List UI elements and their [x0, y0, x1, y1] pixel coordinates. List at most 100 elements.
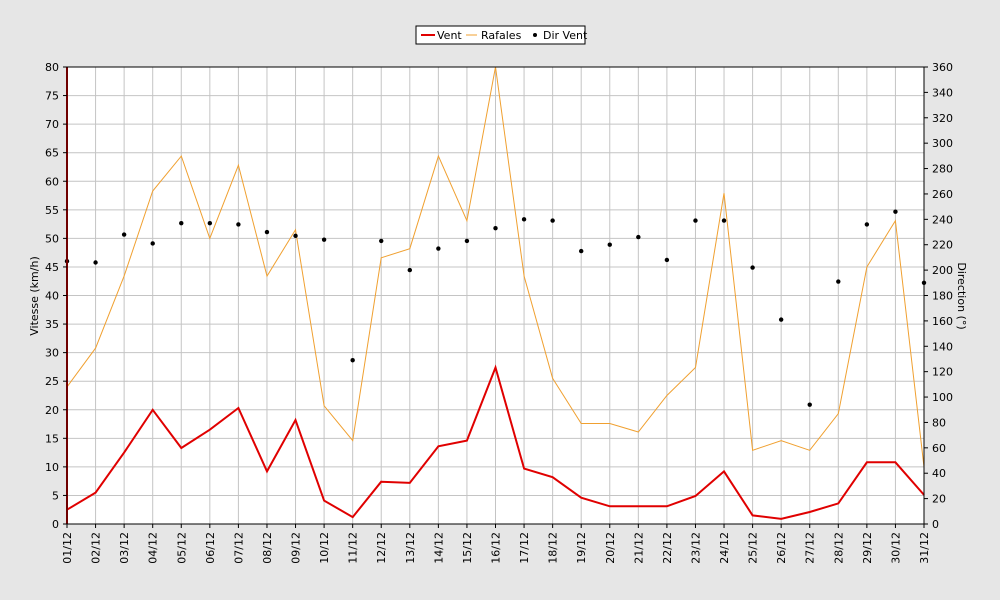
x-tick-label: 29/12	[861, 532, 874, 564]
y-tick-label: 45	[45, 261, 59, 274]
dir-vent-point	[521, 217, 527, 222]
y2-tick-label: 220	[932, 239, 953, 252]
legend-label-rafales: Rafales	[481, 29, 522, 42]
y2-tick-label: 300	[932, 137, 953, 150]
y2-tick-label: 180	[932, 290, 953, 303]
x-tick-label: 03/12	[118, 532, 131, 564]
x-tick-label: 06/12	[204, 532, 217, 564]
y2-tick-label: 280	[932, 163, 953, 176]
vent-series-line	[66, 364, 925, 520]
dir-vent-point	[693, 218, 698, 223]
x-tick-label: 18/12	[547, 532, 560, 564]
x-tick-label: 02/12	[90, 532, 103, 564]
y2-tick-label: 60	[932, 442, 946, 455]
legend-swatch-dir-vent	[533, 33, 537, 37]
y-tick-label: 70	[45, 118, 59, 131]
x-tick-label: 05/12	[175, 532, 188, 564]
dir-vent-point	[607, 242, 612, 247]
x-tick-label: 09/12	[290, 532, 303, 564]
dir-vent-point	[436, 246, 441, 251]
x-tick-label: 21/12	[632, 532, 645, 564]
dir-vent-point	[293, 233, 298, 239]
x-tick-label: 13/12	[404, 532, 417, 564]
y-tick-label: 20	[45, 404, 59, 417]
y-tick-label: 80	[45, 61, 59, 74]
dir-vent-point	[236, 222, 241, 227]
y2-tick-label: 360	[932, 61, 953, 74]
y2-tick-label: 240	[932, 213, 953, 226]
dir-vent-point	[864, 222, 870, 227]
x-tick-label: 10/12	[318, 532, 331, 564]
x-tick-label: 08/12	[261, 532, 274, 564]
dir-vent-point	[121, 232, 127, 237]
y-tick-label: 10	[45, 461, 59, 474]
x-tick-label: 01/12	[61, 532, 74, 564]
dir-vent-point	[407, 267, 412, 273]
y-tick-label: 5	[52, 489, 59, 502]
x-tick-label: 15/12	[461, 532, 474, 564]
y-axis-label: Vitesse (km/h)	[28, 256, 41, 336]
x-tick-label: 24/12	[718, 532, 731, 564]
x-tick-label: 07/12	[232, 532, 245, 564]
x-tick-label: 26/12	[775, 532, 788, 564]
y2-tick-label: 120	[932, 366, 953, 379]
dir-vent-point	[807, 402, 812, 407]
y-tick-label: 30	[45, 347, 59, 360]
y2-tick-label: 340	[932, 86, 953, 99]
y2-tick-label: 160	[932, 315, 953, 328]
dir-vent-point	[636, 234, 641, 240]
y-tick-label: 15	[45, 432, 59, 445]
legend-box	[415, 25, 586, 45]
dir-vent-point	[579, 248, 584, 254]
x-tick-label: 04/12	[147, 532, 160, 564]
x-tick-label: 14/12	[432, 532, 445, 564]
dir-vent-point	[893, 209, 898, 214]
y-tick-label: 75	[45, 90, 59, 103]
y2-tick-label: 40	[932, 467, 946, 480]
x-tick-label: 25/12	[747, 532, 760, 564]
x-tick-label: 12/12	[375, 532, 388, 564]
y-tick-label: 60	[45, 175, 59, 188]
y2-tick-label: 320	[932, 112, 953, 125]
x-tick-label: 17/12	[518, 532, 531, 564]
y-tick-label: 40	[45, 290, 59, 303]
y2-tick-label: 260	[932, 188, 953, 201]
dir-vent-point	[836, 279, 841, 284]
legend-label-dir-vent: Dir Vent	[543, 29, 588, 42]
dir-vent-point	[550, 218, 555, 223]
y2-axis-label: Direction (°)	[955, 262, 968, 329]
y-tick-label: 65	[45, 147, 59, 160]
x-tick-label: 16/12	[490, 532, 503, 564]
x-tick-label: 11/12	[347, 532, 360, 564]
x-tick-label: 20/12	[604, 532, 617, 564]
dir-vent-point	[93, 260, 98, 265]
dir-vent-point	[321, 237, 327, 242]
legend: Vent Rafales Dir Vent	[415, 25, 588, 45]
x-tick-label: 28/12	[832, 532, 845, 564]
y2-tick-label: 20	[932, 493, 946, 506]
y-tick-label: 0	[52, 518, 59, 531]
y2-tick-label: 140	[932, 340, 953, 353]
dir-vent-point	[664, 257, 670, 263]
axes: 0 5 10 15 20 25 30 35 40 45 50 55 60 65 70 75 80 0 20 40 60 8…	[45, 61, 953, 564]
dir-vent-point	[379, 238, 384, 244]
dir-vent-point	[750, 265, 755, 270]
y-tick-label: 35	[45, 318, 59, 331]
dir-vent-point	[264, 229, 270, 235]
y2-tick-label: 200	[932, 264, 953, 277]
dir-vent-point	[207, 220, 213, 226]
y2-tick-label: 100	[932, 391, 953, 404]
x-tick-label: 27/12	[804, 532, 817, 564]
dir-vent-point	[150, 241, 155, 246]
dir-vent-point	[464, 238, 470, 244]
dir-vent-point	[179, 220, 184, 226]
x-tick-label: 19/12	[575, 532, 588, 564]
dir-vent-point	[350, 358, 355, 363]
dir-vent-point	[778, 317, 784, 322]
x-tick-label: 31/12	[918, 532, 931, 564]
dir-vent-point	[721, 218, 727, 223]
x-tick-label: 22/12	[661, 532, 674, 564]
dir-vent-point	[493, 226, 498, 231]
